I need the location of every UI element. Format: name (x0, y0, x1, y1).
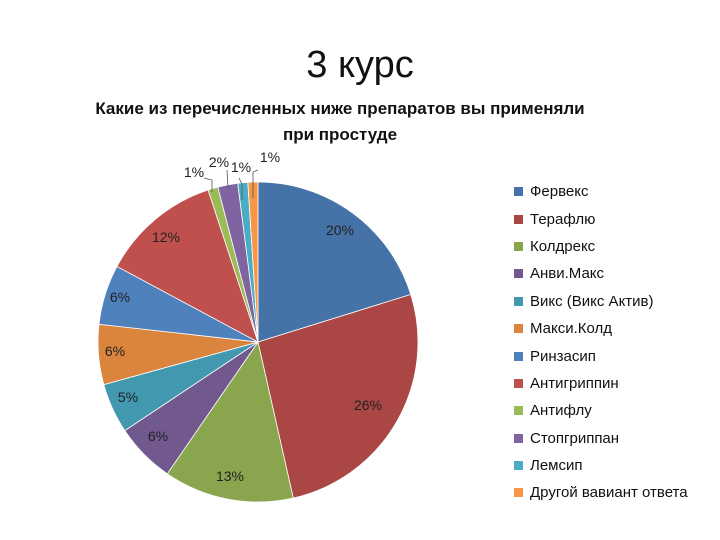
legend-item-5: Викс (Викс Актив) (514, 288, 720, 315)
chart-title-line-1: Какие из перечисленных ниже препаратов в… (95, 99, 585, 118)
data-label-10: 2% (209, 154, 229, 170)
legend-swatch (514, 378, 523, 388)
legend-swatch (514, 214, 523, 224)
legend-item-3: Колдрекс (514, 233, 720, 260)
legend-label: Лемсип (530, 457, 583, 475)
legend-swatch (514, 324, 523, 334)
slide-title: 3 курс (306, 44, 414, 86)
data-label-11: 1% (231, 159, 251, 175)
pie-slice-1 (257, 181, 412, 343)
legend-label: Викс (Викс Актив) (530, 292, 654, 310)
data-label-2: 26% (354, 397, 382, 413)
legend-swatch (514, 461, 523, 471)
pie-slice-8 (116, 189, 259, 343)
legend-item-11: Лемсип (514, 452, 720, 479)
legend-item-12: Другой вавиант ответа (514, 479, 720, 506)
legend-item-10: Стопгриппан (514, 425, 720, 452)
legend-label: Терафлю (530, 210, 596, 228)
leader-line-9 (203, 177, 213, 192)
legend-item-8: Антигриппин (514, 370, 720, 397)
data-label-8: 12% (152, 229, 180, 245)
legend-swatch (514, 433, 523, 443)
data-label-3: 13% (216, 468, 244, 484)
data-label-4: 6% (148, 428, 168, 444)
leader-line-11 (238, 177, 243, 200)
leader-line-12 (252, 169, 259, 198)
legend-label: Анви.Макс (530, 265, 605, 283)
legend-label: Ринзасип (530, 347, 596, 365)
legend-label: Фервекс (530, 183, 589, 201)
leader-line-10 (226, 169, 229, 189)
legend-label: Макси.Колд (530, 320, 613, 338)
legend-swatch (514, 269, 523, 279)
legend-label: Антигриппин (530, 374, 619, 392)
data-label-5: 5% (118, 389, 138, 405)
chart-title-line-2: при простуде (282, 125, 398, 144)
legend-label: Колдрекс (530, 237, 596, 255)
legend-item-1: Фервекс (514, 178, 720, 205)
data-label-1: 20% (326, 222, 354, 238)
chart-title: Какие из перечисленных ниже препаратов в… (60, 96, 620, 148)
legend-item-2: Терафлю (514, 205, 720, 232)
legend-swatch (514, 488, 523, 498)
legend-label: Стопгриппан (530, 429, 620, 447)
data-label-9: 1% (184, 164, 204, 180)
legend-item-7: Ринзасип (514, 342, 720, 369)
data-label-6: 6% (105, 343, 125, 359)
legend-swatch (514, 187, 523, 197)
legend-label: Антифлу (530, 402, 592, 420)
pie-slice-3 (166, 341, 294, 503)
legend-label: Другой вавиант ответа (530, 484, 688, 502)
legend-item-4: Анви.Макс (514, 260, 720, 287)
legend-swatch (514, 296, 523, 306)
legend-swatch (514, 406, 523, 416)
legend-item-9: Антифлу (514, 397, 720, 424)
data-label-12: 1% (260, 149, 280, 165)
pie-slice-2 (257, 293, 419, 499)
legend-swatch (514, 351, 523, 361)
legend-swatch (514, 241, 523, 251)
legend-item-6: Макси.Колд (514, 315, 720, 342)
data-label-7: 6% (110, 289, 130, 305)
legend: Фервекс Терафлю Колдрекс Анви.Макс Викс (Вик… (514, 178, 720, 507)
